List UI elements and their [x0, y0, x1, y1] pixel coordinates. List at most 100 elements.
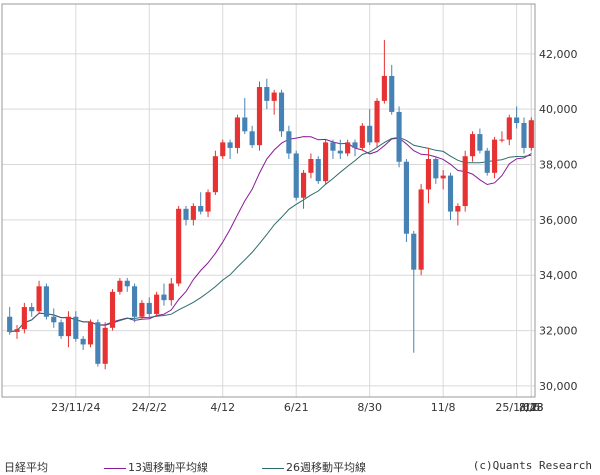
candle-body [330, 142, 336, 151]
x-tick-label: 8/13 [519, 401, 544, 414]
candle-body [190, 206, 196, 220]
candle [256, 81, 263, 151]
candle [403, 158, 409, 243]
x-tick-label: 3/28 [519, 401, 544, 414]
candle [146, 297, 152, 317]
credit-text: (c)Quants Research [472, 459, 592, 472]
candle [477, 128, 483, 154]
candle-body [308, 158, 314, 173]
candle-body [381, 75, 387, 101]
candle-body [161, 294, 167, 301]
candle-body [212, 156, 218, 193]
ma26-swatch [262, 467, 284, 469]
candle-body [278, 92, 285, 132]
candle-body [462, 156, 468, 207]
candle-body [477, 134, 483, 151]
x-tick-label: 6/21 [284, 401, 309, 414]
x-tick-label: 23/11/24 [51, 401, 100, 414]
candle [521, 117, 527, 154]
candle-body [183, 208, 189, 220]
candle [65, 311, 72, 348]
plot-frame [1, 3, 536, 398]
candle-body [205, 192, 211, 212]
x-tick-label: 11/8 [431, 401, 456, 414]
candle [190, 203, 196, 226]
candle-body [227, 142, 233, 148]
candle [469, 131, 476, 162]
candle [242, 98, 248, 135]
candle [352, 139, 358, 157]
candle [425, 147, 432, 204]
candle-body [425, 158, 432, 190]
candle-body [176, 208, 182, 284]
candle-body [124, 280, 130, 287]
candle [205, 189, 211, 218]
candle [367, 109, 373, 146]
candle [506, 114, 512, 146]
candles [7, 39, 534, 370]
candle [58, 319, 64, 339]
legend-price-label: 日経平均 [4, 461, 48, 474]
candle-body [51, 316, 57, 323]
candle [389, 64, 395, 115]
candle-body [154, 294, 160, 314]
candle-body [506, 117, 512, 140]
candle-body [411, 233, 417, 270]
legend-ma26: 26週移動平均線 [262, 459, 366, 475]
candle-body [433, 158, 439, 179]
candle [323, 139, 329, 184]
candle-body [198, 206, 204, 212]
y-axis-ticks: 30,000 32,000 34,000 36,000 38,000 40,000 42,0… [539, 48, 578, 393]
candle [109, 289, 116, 331]
candle [43, 283, 49, 320]
candle-body [43, 286, 49, 317]
x-tick-label: 25/1/17 [495, 401, 537, 414]
candle [176, 206, 182, 287]
candle-body [264, 87, 270, 101]
candle [396, 106, 402, 168]
candle-body [521, 123, 527, 148]
candle-body [286, 131, 292, 154]
candle [132, 283, 138, 323]
candle [286, 125, 292, 159]
candle [381, 39, 387, 104]
candle-body [374, 100, 380, 143]
candle [433, 156, 439, 184]
y-tick-label: 36,000 [539, 214, 578, 227]
candle [80, 336, 86, 350]
candle [330, 139, 336, 159]
candle [51, 308, 57, 328]
candle [455, 203, 461, 226]
legend-ma26-label: 26週移動平均線 [286, 461, 366, 474]
candle-body [293, 153, 299, 198]
candle-body [315, 158, 321, 182]
candle-body [95, 322, 101, 364]
x-tick-label: 8/30 [357, 401, 382, 414]
candle-body [469, 134, 476, 157]
candle-body [168, 283, 174, 301]
candle [117, 277, 123, 295]
y-tick-label: 38,000 [539, 159, 578, 172]
candle-body [73, 316, 79, 339]
legend-price: 日経平均 [4, 459, 48, 475]
candle [411, 230, 417, 353]
x-axis-ticks: 23/11/24 24/2/2 4/12 6/21 8/30 11/8 25/1/173/2… [51, 401, 544, 414]
candle-body [418, 189, 424, 270]
candle [212, 150, 218, 195]
candle-body [514, 117, 520, 124]
candle [95, 319, 101, 367]
candle-body [447, 175, 454, 212]
candle [183, 206, 189, 226]
candle [293, 150, 299, 201]
candle [514, 106, 520, 129]
candle-body [389, 75, 395, 112]
candle-body [492, 139, 498, 173]
candle-body [440, 175, 446, 179]
candle-body [146, 302, 152, 314]
legend-ma13: 13週移動平均線 [104, 459, 208, 475]
candle [499, 131, 505, 143]
candle [528, 117, 534, 151]
y-tick-label: 34,000 [539, 269, 578, 282]
candle [264, 78, 270, 110]
